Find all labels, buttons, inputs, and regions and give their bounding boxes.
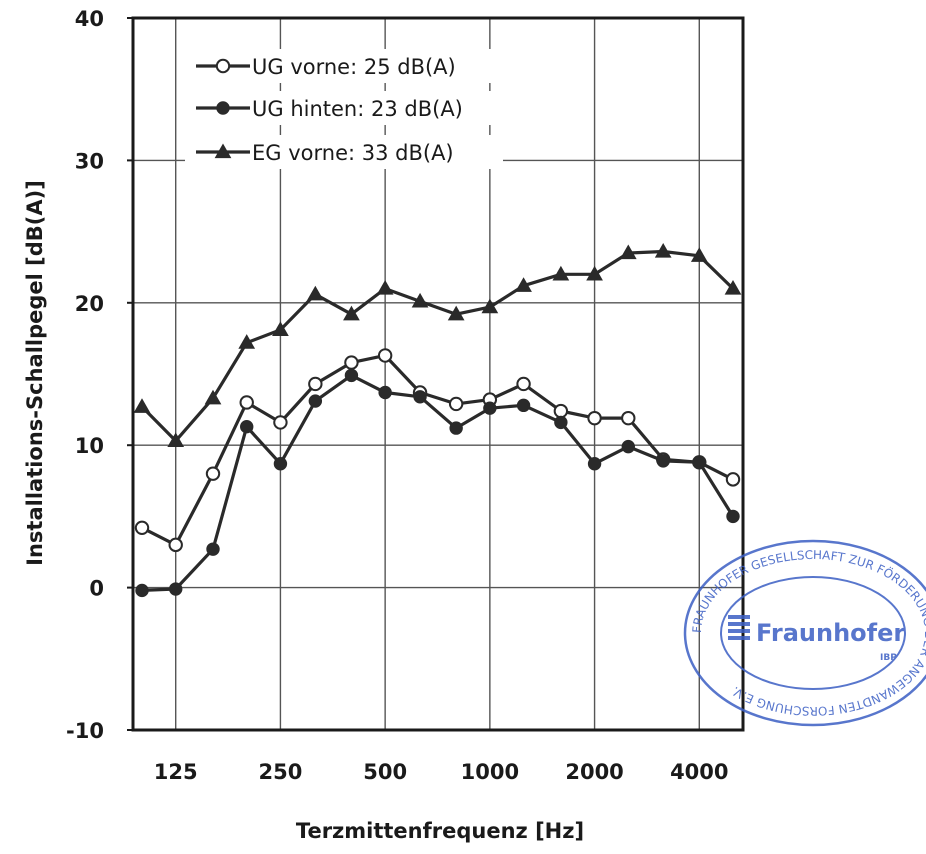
data-point [692, 455, 706, 469]
data-point [587, 410, 602, 426]
data-point [377, 348, 393, 363]
x-tick-label: 250 [259, 760, 303, 784]
stamp-outer-ring [683, 539, 926, 727]
data-point [447, 305, 465, 321]
data-point [725, 472, 741, 487]
data-point [413, 390, 427, 404]
series-1 [135, 368, 740, 598]
legend-marker [215, 58, 231, 74]
data-point [205, 466, 221, 481]
data-point [690, 247, 708, 262]
data-point [554, 415, 568, 430]
data-point [272, 321, 289, 336]
y-tick-label: 40 [75, 7, 104, 31]
legend-entry: UG vorne: 25 dB(A) [252, 55, 456, 79]
plot-frame [131, 16, 745, 732]
data-point [134, 520, 150, 535]
legend: UG vorne: 25 dB(A) UG hinten: 23 dB(A) EG … [185, 49, 503, 169]
legend-entry: UG hinten: 23 dB(A) [252, 97, 463, 121]
data-point [621, 439, 635, 454]
data-point [481, 298, 499, 314]
data-point [344, 368, 359, 383]
data-point [167, 432, 185, 448]
data-point [168, 537, 183, 553]
y-tick-label: 30 [75, 149, 104, 173]
series-layer [133, 243, 742, 598]
data-point [449, 421, 463, 435]
data-point [448, 396, 464, 412]
data-point [553, 403, 569, 419]
x-tick-label: 500 [363, 760, 407, 784]
plot-border [131, 16, 745, 732]
x-tick-label: 1000 [461, 760, 519, 784]
stamp-logo-text: Fraunhofer [756, 619, 905, 647]
stamp-inner-ring [720, 576, 906, 690]
y-tick-label: -10 [66, 719, 104, 743]
data-point [724, 280, 742, 295]
legend-marker [214, 143, 232, 159]
fraunhofer-stamp: FRAUNHOFER GESELLSCHAFT ZUR FÖRDERUNG DE… [683, 539, 926, 727]
tick-labels: -10 0 10 20 30 40 125 250 500 1000 2000 4000 [66, 7, 728, 784]
series-line [140, 249, 735, 443]
x-tick-label: 4000 [670, 760, 728, 784]
data-point [516, 376, 531, 392]
data-point [169, 582, 183, 596]
data-point [273, 457, 288, 471]
data-point [621, 410, 636, 426]
x-axis-label: Terzmittenfrequenz [Hz] [296, 819, 584, 843]
data-point [204, 389, 222, 405]
data-point [619, 244, 637, 260]
data-point [552, 265, 570, 281]
data-point [656, 454, 670, 468]
data-point [587, 457, 602, 471]
legend-entry: EG vorne: 33 dB(A) [252, 141, 454, 165]
data-point [516, 398, 531, 413]
data-point [376, 280, 394, 295]
legend-marker [216, 101, 230, 115]
data-point [411, 292, 429, 308]
data-point [133, 398, 151, 413]
y-tick-label: 20 [75, 292, 104, 316]
data-point [239, 395, 254, 410]
fraunhofer-logo-icon [728, 615, 750, 640]
data-point [515, 277, 532, 292]
data-point [238, 334, 256, 349]
y-axis-label: Installations-Schallpegel [dB(A)] [23, 180, 47, 566]
data-point [726, 509, 740, 524]
data-point [343, 305, 360, 321]
x-tick-label: 2000 [565, 760, 623, 784]
y-tick-label: 0 [89, 577, 104, 601]
data-point [308, 376, 323, 392]
series-2 [133, 243, 742, 448]
stamp-sub-text: IBP [880, 653, 897, 663]
data-point [135, 583, 149, 598]
data-point [654, 243, 672, 258]
data-point [306, 285, 324, 301]
data-point [273, 415, 288, 430]
data-point [483, 401, 497, 415]
x-tick-label: 125 [154, 760, 198, 784]
series-line [141, 353, 734, 547]
y-tick-label: 10 [75, 434, 104, 458]
data-point [586, 265, 603, 281]
data-point [206, 542, 220, 556]
data-point [378, 385, 392, 400]
data-point [344, 355, 359, 370]
data-point [308, 394, 323, 408]
data-point [240, 419, 254, 434]
